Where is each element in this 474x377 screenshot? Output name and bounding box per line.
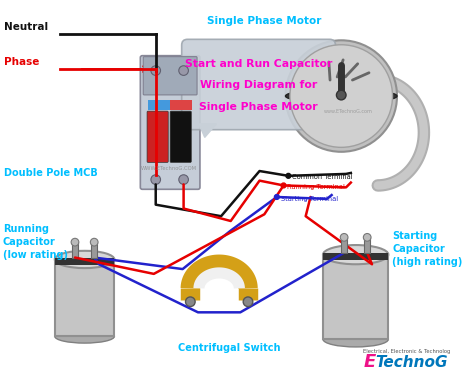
Bar — [148, 100, 170, 109]
Text: www.ETechnoG.com: www.ETechnoG.com — [324, 109, 373, 114]
Ellipse shape — [323, 245, 388, 264]
Bar — [341, 238, 347, 253]
Text: Starting Terminal: Starting Terminal — [281, 196, 338, 202]
Ellipse shape — [55, 251, 114, 268]
Circle shape — [285, 40, 397, 152]
FancyBboxPatch shape — [182, 39, 336, 130]
Text: TechnoG: TechnoG — [375, 355, 447, 370]
Polygon shape — [199, 124, 216, 137]
Ellipse shape — [285, 89, 397, 103]
Text: Neutral: Neutral — [4, 21, 48, 32]
Text: Start and Run Capacitor: Start and Run Capacitor — [185, 59, 332, 69]
Circle shape — [364, 233, 371, 241]
Text: Common Terminal: Common Terminal — [292, 174, 353, 180]
Text: Single Phase Motor: Single Phase Motor — [207, 16, 321, 26]
Bar — [365, 238, 370, 253]
Circle shape — [91, 238, 98, 246]
Text: WWW.ETechnoG.COM: WWW.ETechnoG.COM — [140, 167, 196, 172]
FancyBboxPatch shape — [140, 56, 200, 189]
FancyBboxPatch shape — [323, 254, 388, 339]
Circle shape — [337, 90, 346, 100]
Bar — [323, 253, 388, 261]
Circle shape — [340, 233, 348, 241]
Circle shape — [281, 183, 286, 188]
FancyBboxPatch shape — [143, 57, 197, 95]
Text: Phase: Phase — [4, 57, 39, 67]
Text: Running Terminal: Running Terminal — [287, 184, 345, 190]
Text: Wiring Diagram for: Wiring Diagram for — [200, 80, 317, 90]
Text: E: E — [364, 353, 375, 371]
Circle shape — [151, 175, 161, 184]
FancyBboxPatch shape — [147, 111, 168, 162]
Bar — [170, 100, 192, 109]
Circle shape — [179, 175, 188, 184]
Circle shape — [286, 173, 291, 178]
Ellipse shape — [323, 331, 388, 347]
Text: Double Pole MCB: Double Pole MCB — [4, 168, 98, 178]
Ellipse shape — [55, 329, 114, 343]
Circle shape — [71, 238, 79, 246]
Circle shape — [290, 45, 392, 147]
Circle shape — [179, 66, 188, 75]
Text: Centrifugal Switch: Centrifugal Switch — [178, 343, 280, 353]
Bar — [91, 242, 97, 257]
Text: Electrical, Electronic & Technolog: Electrical, Electronic & Technolog — [364, 349, 451, 354]
Text: Starting
Capacitor
(high rating): Starting Capacitor (high rating) — [392, 231, 463, 267]
Circle shape — [185, 297, 195, 307]
Circle shape — [274, 195, 279, 199]
FancyBboxPatch shape — [170, 111, 191, 162]
Circle shape — [151, 66, 161, 75]
Bar — [72, 242, 78, 257]
FancyBboxPatch shape — [55, 259, 114, 336]
Text: Running
Capacitor
(low rating): Running Capacitor (low rating) — [3, 224, 68, 260]
Bar — [55, 257, 114, 265]
Text: Single Phase Motor: Single Phase Motor — [199, 102, 318, 112]
Circle shape — [243, 297, 253, 307]
